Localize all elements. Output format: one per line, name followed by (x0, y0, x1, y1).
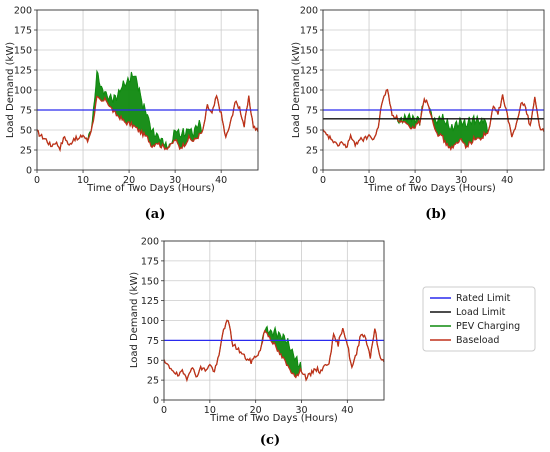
panel-b-ytick-label-150: 150 (300, 46, 318, 57)
panel-a-xtick-label-40: 40 (215, 175, 227, 186)
panel-b-lines (322, 88, 545, 151)
legend-label-pev-charging: PEV Charging (456, 321, 520, 332)
legend-label-baseload: Baseload (456, 335, 499, 346)
panel-b-xtick-label-20: 20 (409, 175, 421, 186)
panel-c-xlabel: Time of Two Days (Hours) (209, 413, 338, 424)
panel-a-xtick-label-30: 30 (169, 175, 181, 186)
panel-b-ytick-label-25: 25 (306, 146, 318, 157)
panel-c-xtick-label-20: 20 (250, 405, 262, 416)
panel-c-ytick-label-75: 75 (147, 336, 159, 347)
panel-a-baseload-line (36, 94, 259, 153)
panel-a-ytick-label-125: 125 (14, 66, 32, 77)
panel-a-ylabel: Load Demand (kW) (5, 42, 16, 138)
panel-b-xlabel: Time of Two Days (Hours) (367, 183, 496, 194)
panel-a-ytick-label-200: 200 (14, 6, 32, 17)
panel-c-label: (c) (260, 433, 280, 448)
panel-b: 0 25 50 75 100 125 150 175 200 0 10 20 30 40 Time of … (291, 6, 545, 222)
panel-b-ticks: 0 25 50 75 100 125 150 175 200 0 10 20 30 40 (300, 6, 513, 187)
panel-b-ylabel: Load Demand (kW) (291, 42, 302, 138)
panel-c-xtick-label-0: 0 (161, 405, 167, 416)
panel-c-baseload-line (163, 319, 385, 383)
panel-a-grid (36, 9, 258, 171)
panel-b-ytick-label-50: 50 (306, 126, 318, 137)
panel-c-ticks: 0 25 50 75 100 125 150 175 200 0 10 20 30 40 (141, 237, 354, 417)
panel-a-ytick-label-50: 50 (20, 126, 32, 137)
panel-b-baseload-line (322, 88, 545, 151)
panel-a-ytick-label-75: 75 (20, 106, 32, 117)
panel-b-ytick-label-0: 0 (312, 166, 318, 177)
panel-b-ytick-label-200: 200 (300, 6, 318, 17)
panel-c-ytick-label-100: 100 (141, 316, 159, 327)
panel-c-xtick-label-40: 40 (341, 405, 353, 416)
panel-a-lines (36, 69, 259, 153)
panel-b-grid (322, 9, 544, 171)
panel-b-label: (b) (425, 207, 446, 222)
legend-label-load-limit: Load Limit (456, 307, 506, 318)
panel-b-ytick-label-100: 100 (300, 86, 318, 97)
panel-a-xtick-label-10: 10 (77, 175, 89, 186)
panel-c-ytick-label-50: 50 (147, 356, 159, 367)
panel-b-ytick-label-125: 125 (300, 66, 318, 77)
panel-b-xtick-label-30: 30 (455, 175, 467, 186)
panel-c-ytick-label-25: 25 (147, 376, 159, 387)
panel-b-xtick-label-0: 0 (320, 175, 326, 186)
panel-a-ytick-label-25: 25 (20, 146, 32, 157)
panel-c-ylabel: Load Demand (kW) (129, 272, 140, 368)
panel-a-ticks: 0 25 50 75 100 125 150 175 200 0 10 20 30 40 (14, 6, 227, 187)
panel-a-xtick-label-0: 0 (34, 175, 40, 186)
panel-c: 0 25 50 75 100 125 150 175 200 0 10 20 30 40 Time of … (129, 237, 385, 448)
panel-a-ytick-label-175: 175 (14, 26, 32, 37)
panel-a-ytick-label-0: 0 (26, 166, 32, 177)
panel-c-ytick-label-175: 175 (141, 256, 159, 267)
legend: Rated Limit Load Limit PEV Charging Base… (422, 286, 536, 352)
panel-b-xtick-label-10: 10 (363, 175, 375, 186)
panel-b-xtick-label-40: 40 (501, 175, 513, 186)
panel-c-ytick-label-150: 150 (141, 276, 159, 287)
panel-c-lines (163, 319, 385, 383)
legend-box (422, 286, 536, 352)
panel-a-xtick-label-20: 20 (123, 175, 135, 186)
legend-label-rated-limit: Rated Limit (456, 293, 511, 304)
panel-a-label: (a) (145, 207, 166, 222)
panel-c-xtick-label-30: 30 (295, 405, 307, 416)
panel-c-ytick-label-200: 200 (141, 237, 159, 248)
panel-b-ytick-label-175: 175 (300, 26, 318, 37)
panel-a-xlabel: Time of Two Days (Hours) (86, 183, 215, 194)
panel-a: 0 25 50 75 100 125 150 175 200 0 10 20 30 40 Time of … (5, 6, 259, 222)
panel-c-ytick-label-0: 0 (153, 396, 159, 407)
panel-c-xtick-label-10: 10 (204, 405, 216, 416)
panel-b-ytick-label-75: 75 (306, 106, 318, 117)
panel-a-ytick-label-100: 100 (14, 86, 32, 97)
panel-c-ytick-label-125: 125 (141, 296, 159, 307)
panel-a-ytick-label-150: 150 (14, 46, 32, 57)
